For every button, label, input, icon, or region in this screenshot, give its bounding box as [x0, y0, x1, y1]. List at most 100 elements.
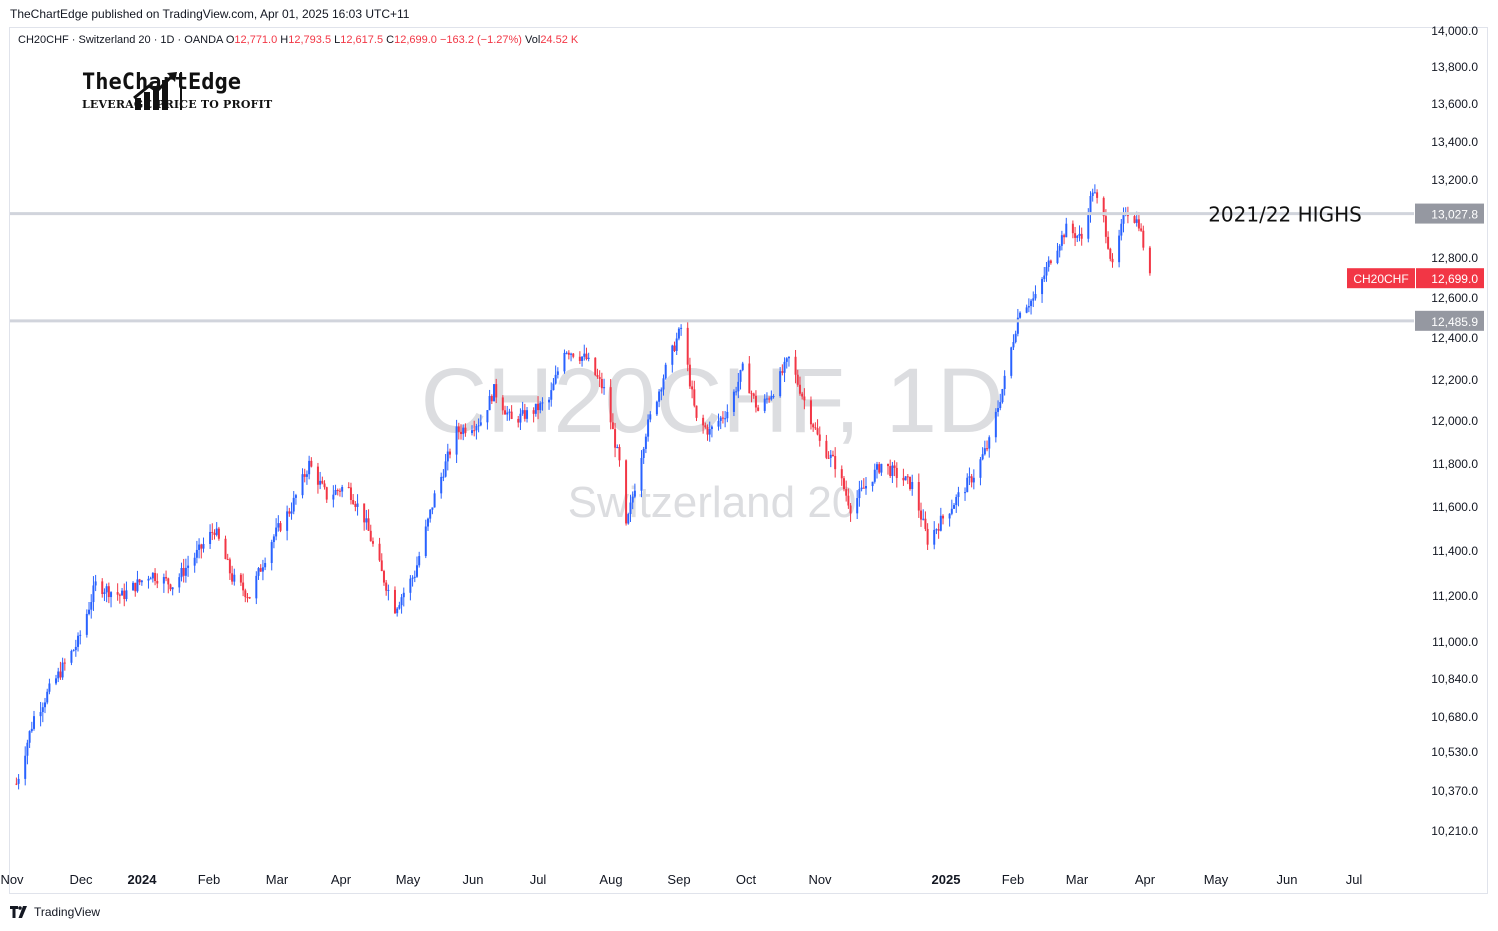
candle-body: [369, 530, 372, 542]
candle-body: [493, 384, 496, 402]
candle-body: [156, 581, 159, 584]
x-tick-label: Feb: [198, 872, 220, 887]
candle-body: [349, 487, 352, 501]
x-tick-label: May: [396, 872, 421, 887]
candle-body: [290, 511, 293, 514]
candle-body: [594, 357, 597, 375]
candle-body: [688, 364, 691, 387]
y-tick-label: 12,200.0: [1431, 373, 1478, 387]
candle-body: [74, 646, 77, 651]
candle-body: [1019, 312, 1022, 318]
candle-body: [964, 492, 967, 494]
candle-body: [644, 436, 647, 449]
candle-body: [585, 353, 588, 359]
candle-body: [211, 531, 214, 533]
candle-body: [997, 408, 1000, 412]
candle-body: [598, 376, 601, 379]
candle-body: [446, 451, 449, 462]
candle-body: [39, 712, 42, 717]
last-price-badge: [1416, 268, 1484, 289]
candle-body: [363, 503, 366, 523]
candle-body: [642, 448, 645, 458]
y-tick-label: 11,400.0: [1432, 544, 1478, 558]
candle-body: [473, 430, 476, 432]
candle-body: [140, 580, 143, 583]
candle-body: [79, 634, 82, 636]
candle-body: [785, 358, 788, 362]
candle-body: [409, 578, 412, 593]
candle-body: [779, 371, 782, 397]
price-axis[interactable]: 14,000.0 13,800.0 13,600.0 13,400.0 13,200.0…: [1431, 24, 1478, 838]
candle-body: [909, 476, 912, 490]
candle-body: [911, 482, 914, 490]
candle-body: [770, 396, 773, 400]
candle-body: [1060, 235, 1063, 246]
candle-body: [46, 691, 49, 703]
candle-body: [323, 483, 326, 488]
candle-body: [228, 559, 231, 574]
candle-body: [305, 474, 308, 477]
y-tick-label: 10,680.0: [1431, 710, 1478, 724]
y-tick-label: 13,800.0: [1431, 60, 1478, 74]
candle-body: [735, 391, 738, 393]
candle-body: [279, 523, 282, 531]
candle-body: [999, 402, 1002, 409]
candle-body: [1063, 235, 1066, 238]
candle-body: [316, 466, 319, 485]
candle-body: [396, 608, 399, 614]
candle-body: [787, 356, 790, 359]
candle-body: [187, 565, 190, 568]
watermark-description: Switzerland 20: [568, 478, 857, 527]
x-tick-label: Mar: [1066, 872, 1089, 887]
candle-body: [382, 571, 385, 583]
candle-body: [224, 538, 227, 560]
candle-body: [655, 401, 658, 415]
tradingview-logo-icon: [10, 906, 27, 918]
candle-body: [1041, 279, 1044, 295]
candle-body: [486, 410, 489, 423]
candle-body: [495, 384, 498, 398]
candle-body: [871, 481, 874, 487]
candle-body: [614, 429, 617, 448]
candle-body: [402, 592, 405, 598]
y-tick-label: 12,600.0: [1431, 291, 1478, 305]
legend-change: −163.2 (−1.27%): [440, 34, 522, 46]
candle-body: [864, 486, 867, 489]
candle-body: [920, 510, 923, 520]
x-tick-label: May: [1204, 872, 1229, 887]
candle-body: [611, 422, 614, 430]
candle-body: [272, 536, 275, 543]
candle-body: [955, 497, 958, 506]
x-tick-label: Dec: [69, 872, 93, 887]
time-axis[interactable]: Nov Dec 2024 Feb Mar Apr May Jun Jul Aug Sep Oct Nov…: [0, 872, 1362, 887]
footer[interactable]: TradingView: [10, 905, 100, 919]
candle-body: [1047, 260, 1050, 268]
candle-body: [147, 578, 150, 581]
candle-body: [125, 590, 128, 599]
candle-body: [1045, 267, 1048, 276]
candle-body: [825, 440, 828, 458]
candle-body: [732, 391, 735, 412]
candle-body: [380, 560, 383, 572]
candle-body: [332, 494, 335, 500]
candle-body: [1027, 306, 1030, 308]
candle-body: [231, 573, 234, 582]
candle-body: [490, 395, 493, 402]
candle-body: [1003, 375, 1006, 390]
symbol-badge: [1347, 268, 1415, 289]
candle-body: [1025, 307, 1028, 313]
y-tick-label: 10,530.0: [1431, 745, 1478, 759]
candle-body: [508, 411, 511, 413]
candle-body: [565, 352, 568, 354]
candle-body: [334, 489, 337, 495]
candle-body: [1091, 192, 1094, 196]
candle-body: [1030, 300, 1033, 307]
candle-body: [48, 683, 51, 692]
candle-body: [24, 755, 27, 779]
candlestick-series: [15, 184, 1151, 790]
candle-body: [246, 597, 249, 599]
candle-body: [110, 592, 113, 598]
candle-body: [523, 410, 526, 419]
candle-body: [710, 426, 713, 430]
